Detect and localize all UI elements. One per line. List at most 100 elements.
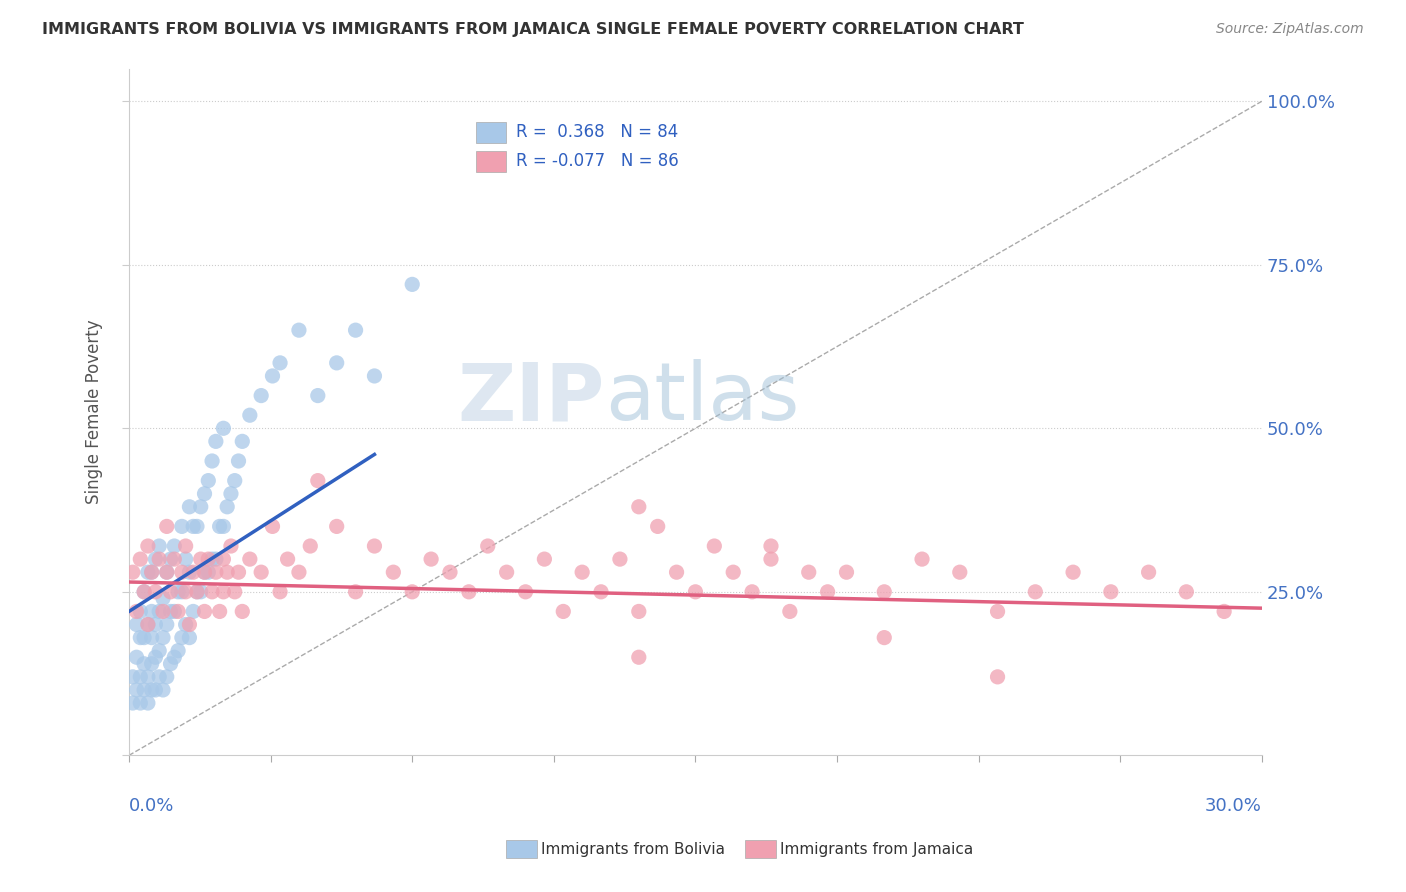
Point	[167, 643, 190, 657]
Point	[125, 617, 148, 632]
Point	[163, 552, 186, 566]
Point	[685, 584, 707, 599]
Point	[269, 584, 291, 599]
Point	[152, 604, 174, 618]
Text: Immigrants from Bolivia: Immigrants from Bolivia	[541, 842, 725, 856]
Point	[363, 368, 385, 383]
Point	[703, 539, 725, 553]
Point	[212, 552, 235, 566]
Point	[219, 539, 242, 553]
Point	[136, 617, 159, 632]
Point	[125, 604, 148, 618]
Point	[208, 604, 231, 618]
Point	[148, 604, 170, 618]
Point	[121, 696, 143, 710]
Point	[609, 552, 631, 566]
Text: atlas: atlas	[605, 359, 799, 437]
Point	[231, 434, 253, 449]
Point	[132, 631, 155, 645]
Text: Immigrants from Jamaica: Immigrants from Jamaica	[780, 842, 973, 856]
Point	[269, 356, 291, 370]
Text: ZIP: ZIP	[457, 359, 605, 437]
Point	[141, 565, 163, 579]
Point	[148, 643, 170, 657]
Point	[627, 650, 650, 665]
Point	[132, 584, 155, 599]
Point	[1175, 584, 1198, 599]
Point	[156, 565, 179, 579]
Point	[121, 565, 143, 579]
Point	[201, 584, 224, 599]
Point	[420, 552, 443, 566]
Point	[159, 604, 181, 618]
Point	[193, 604, 215, 618]
Point	[186, 519, 208, 533]
Point	[262, 519, 284, 533]
Point	[1024, 584, 1046, 599]
Point	[571, 565, 593, 579]
Point	[156, 617, 179, 632]
Point	[217, 500, 239, 514]
Point	[212, 584, 235, 599]
Point	[986, 670, 1008, 684]
Point	[627, 604, 650, 618]
Point	[136, 670, 159, 684]
Point	[190, 584, 212, 599]
Point	[167, 584, 190, 599]
Text: 30.0%: 30.0%	[1205, 797, 1263, 814]
Point	[186, 584, 208, 599]
Point	[250, 388, 273, 402]
Point	[307, 474, 329, 488]
Point	[141, 565, 163, 579]
Point	[344, 584, 367, 599]
Point	[217, 565, 239, 579]
Point	[231, 604, 253, 618]
Point	[121, 670, 143, 684]
Point	[239, 408, 262, 422]
Point	[721, 565, 744, 579]
Point	[174, 552, 197, 566]
Point	[181, 604, 204, 618]
Point	[457, 584, 479, 599]
Text: 0.0%: 0.0%	[129, 797, 174, 814]
Point	[193, 565, 215, 579]
Point	[208, 519, 231, 533]
Point	[307, 388, 329, 402]
Point	[835, 565, 858, 579]
Point	[141, 682, 163, 697]
Point	[170, 584, 193, 599]
Point	[136, 696, 159, 710]
Point	[141, 604, 163, 618]
Point	[163, 539, 186, 553]
Point	[190, 552, 212, 566]
Point	[228, 565, 250, 579]
Point	[132, 682, 155, 697]
Point	[250, 565, 273, 579]
Point	[759, 539, 782, 553]
Point	[553, 604, 575, 618]
Point	[181, 565, 204, 579]
Point	[159, 584, 181, 599]
Point	[224, 584, 246, 599]
Point	[382, 565, 405, 579]
Point	[174, 584, 197, 599]
Point	[148, 552, 170, 566]
Point	[401, 277, 423, 292]
Point	[325, 356, 347, 370]
Point	[817, 584, 839, 599]
Point	[125, 682, 148, 697]
Point	[1137, 565, 1160, 579]
Point	[136, 565, 159, 579]
Point	[156, 670, 179, 684]
Point	[148, 539, 170, 553]
Point	[949, 565, 972, 579]
Point	[205, 565, 228, 579]
Point	[129, 631, 152, 645]
Point	[344, 323, 367, 337]
Point	[163, 650, 186, 665]
Point	[141, 657, 163, 671]
Point	[145, 552, 167, 566]
Point	[201, 552, 224, 566]
Point	[647, 519, 669, 533]
Point	[159, 552, 181, 566]
